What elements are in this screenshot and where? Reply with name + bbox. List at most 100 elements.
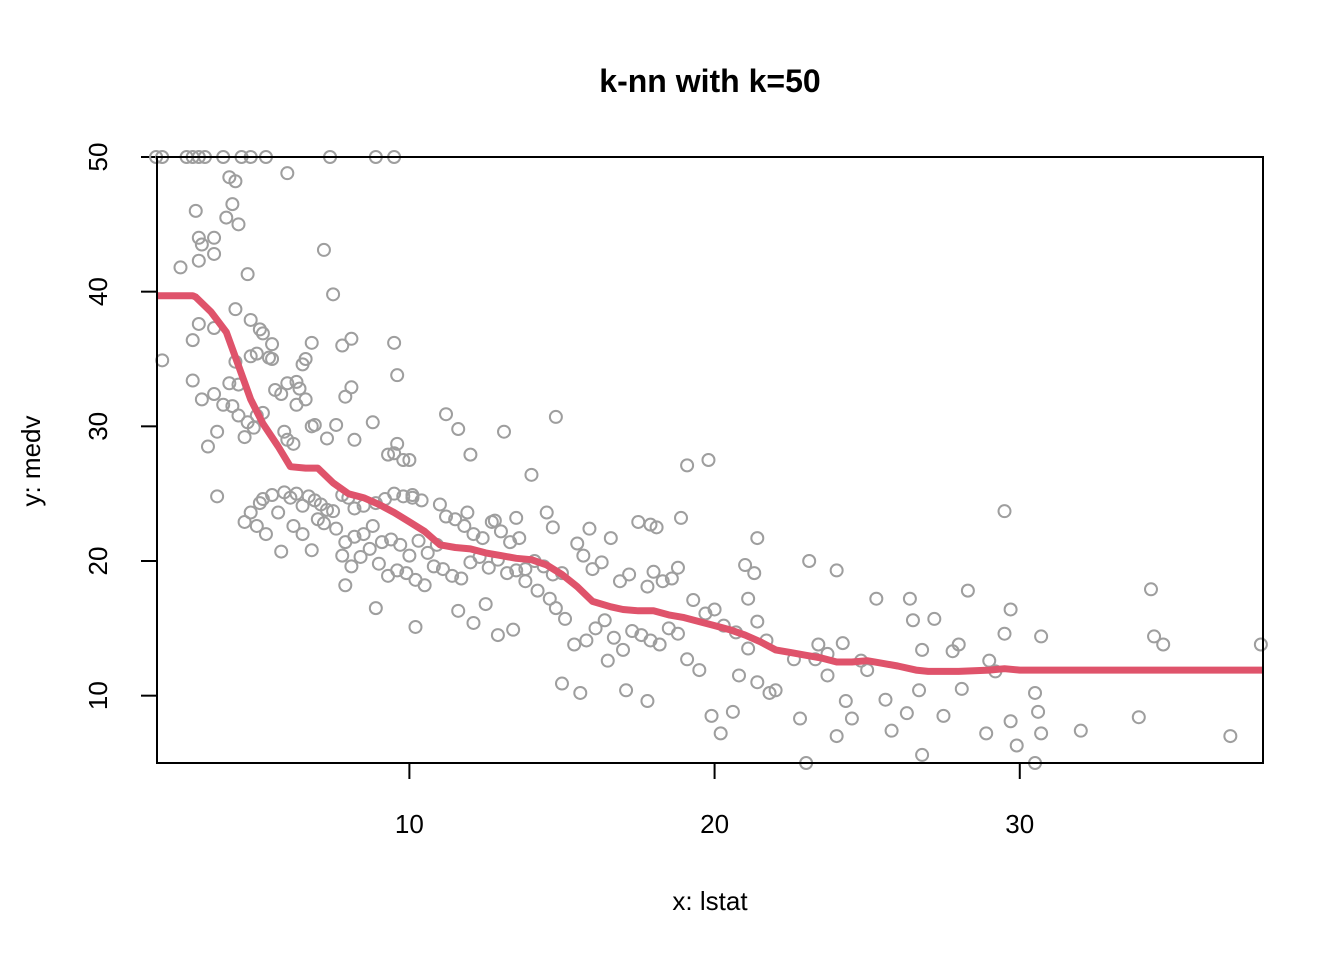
data-point (207, 246, 222, 261)
data-point (381, 447, 396, 462)
data-point (292, 381, 307, 396)
data-point (649, 520, 664, 535)
data-point (271, 505, 286, 520)
data-point (316, 516, 331, 531)
data-point (280, 166, 295, 181)
data-point (554, 676, 569, 691)
data-point (252, 496, 267, 511)
data-point (326, 504, 341, 519)
data-point (619, 683, 634, 698)
data-point (493, 524, 508, 539)
data-point (927, 611, 942, 626)
data-point (750, 531, 765, 546)
data-point (704, 708, 719, 723)
data-point (408, 619, 423, 634)
data-point (207, 387, 222, 402)
data-point (466, 615, 481, 630)
data-point (588, 621, 603, 636)
data-point (417, 578, 432, 593)
data-point (390, 368, 405, 383)
data-point (280, 376, 295, 391)
data-point (439, 407, 454, 422)
data-point (997, 504, 1012, 519)
data-point (1031, 704, 1046, 719)
data-point (240, 267, 255, 282)
data-point (838, 694, 853, 709)
data-point (640, 694, 655, 709)
data-point (304, 543, 319, 558)
data-point (295, 357, 310, 372)
data-point (1028, 685, 1043, 700)
data-point (548, 601, 563, 616)
data-point (738, 558, 753, 573)
data-point (606, 630, 621, 645)
data-point (414, 493, 429, 508)
data-point (1009, 738, 1024, 753)
data-point (1131, 710, 1146, 725)
data-point (316, 242, 331, 257)
data-point (670, 560, 685, 575)
x-tick-label: 30 (1005, 809, 1034, 839)
data-point (451, 603, 466, 618)
data-point (878, 692, 893, 707)
data-point (811, 637, 826, 652)
data-point (582, 521, 597, 536)
data-point (194, 237, 209, 252)
knn-fit-line-group (157, 292, 1263, 675)
data-point (277, 424, 292, 439)
plot-frame (156, 156, 1264, 764)
data-point (329, 521, 344, 536)
data-point (558, 611, 573, 626)
data-point (258, 527, 273, 542)
data-point (371, 556, 386, 571)
data-point (835, 636, 850, 651)
data-point (246, 420, 261, 435)
data-point (612, 574, 627, 589)
data-point (506, 622, 521, 637)
data-point (243, 349, 258, 364)
data-point (979, 726, 994, 741)
data-point (445, 568, 460, 583)
data-point (478, 597, 493, 612)
data-point (747, 566, 762, 581)
y-axis: 10 20 30 40 50 (83, 143, 157, 710)
data-point (902, 591, 917, 606)
data-point (1003, 714, 1018, 729)
data-point (512, 531, 527, 546)
data-point (1003, 602, 1018, 617)
data-point (216, 397, 231, 412)
data-point (286, 436, 301, 451)
data-point (286, 518, 301, 533)
data-point (460, 505, 475, 520)
data-point (356, 527, 371, 542)
data-point (243, 505, 258, 520)
data-point (899, 706, 914, 721)
data-point (680, 458, 695, 473)
data-point (387, 486, 402, 501)
y-tick-label: 40 (83, 277, 113, 306)
data-point (616, 642, 631, 657)
data-point (585, 562, 600, 577)
data-point (640, 579, 655, 594)
data-point (524, 467, 539, 482)
data-point (570, 536, 585, 551)
y-tick-label: 30 (83, 412, 113, 441)
data-point (951, 637, 966, 652)
data-point (185, 373, 200, 388)
data-point (347, 432, 362, 447)
data-point (191, 316, 206, 331)
data-point (255, 326, 270, 341)
data-point (207, 230, 222, 245)
data-point (997, 626, 1012, 641)
data-point (210, 424, 225, 439)
data-point (191, 253, 206, 268)
data-point (335, 338, 350, 353)
data-point (936, 708, 951, 723)
data-point (509, 563, 524, 578)
data-point (579, 633, 594, 648)
data-point (344, 331, 359, 346)
data-point (393, 537, 408, 552)
data-point (191, 230, 206, 245)
data-point (222, 376, 237, 391)
